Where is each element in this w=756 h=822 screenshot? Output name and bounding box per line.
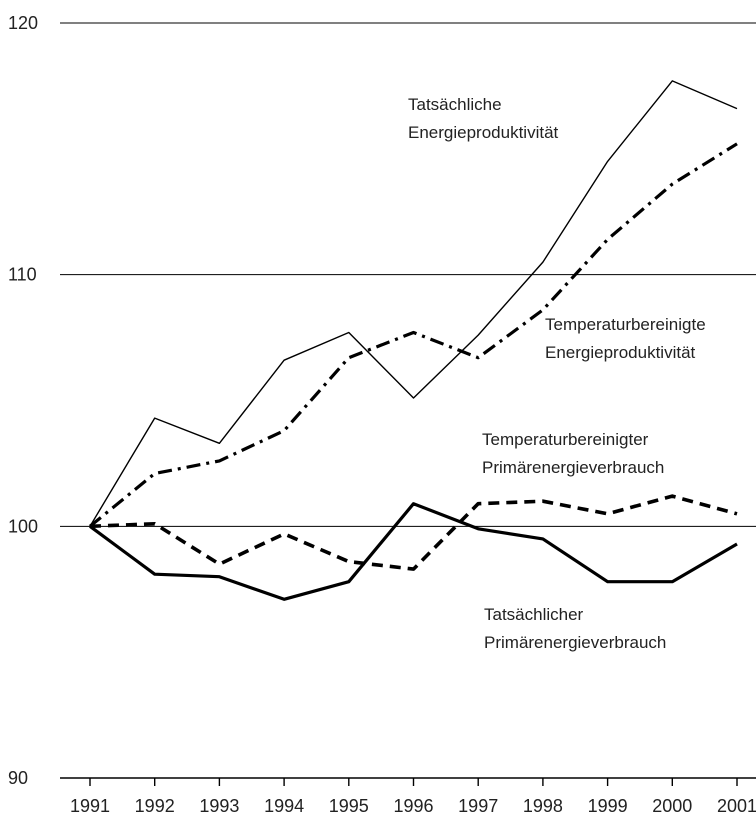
x-tick-label: 1997 bbox=[458, 796, 498, 816]
series-line-3 bbox=[89, 502, 738, 601]
x-tick-label: 2000 bbox=[652, 796, 692, 816]
x-tick-label: 1998 bbox=[523, 796, 563, 816]
x-tick-label: 1999 bbox=[588, 796, 628, 816]
y-tick-label: 110 bbox=[8, 265, 37, 285]
x-tick-label: 2001 bbox=[717, 796, 756, 816]
y-tick-label: 120 bbox=[8, 13, 38, 33]
series-label-adjusted-consumption: Temperaturbereinigter Primärenergieverbr… bbox=[482, 430, 664, 477]
x-tick-label: 1995 bbox=[329, 796, 369, 816]
y-tick-label: 90 bbox=[8, 768, 28, 788]
series-label-adjusted-productivity: Temperaturbereinigte Energieproduktivitä… bbox=[545, 315, 710, 362]
series-lines bbox=[88, 80, 738, 601]
x-tick-label: 1996 bbox=[393, 796, 433, 816]
x-tick-label: 1993 bbox=[199, 796, 239, 816]
series-line-0 bbox=[89, 80, 738, 527]
x-tick-label: 1994 bbox=[264, 796, 304, 816]
x-tick-label: 1991 bbox=[70, 796, 110, 816]
tick-labels: 1991 1992 1993 1994 1995 1996 1997 1998 1999 2000… bbox=[8, 13, 756, 816]
series-label-actual-productivity: Tatsächliche Energieproduktivität bbox=[408, 95, 559, 142]
x-tick-label: 1992 bbox=[135, 796, 175, 816]
axes bbox=[60, 777, 756, 786]
series-line-2 bbox=[89, 494, 738, 571]
y-tick-label: 100 bbox=[8, 516, 38, 536]
series-line-1 bbox=[88, 142, 738, 528]
gridlines bbox=[60, 22, 756, 527]
series-label-actual-consumption: Tatsächlicher Primärenergieverbrauch bbox=[484, 605, 666, 652]
series-labels: Tatsächliche Energieproduktivität Temper… bbox=[408, 95, 710, 652]
